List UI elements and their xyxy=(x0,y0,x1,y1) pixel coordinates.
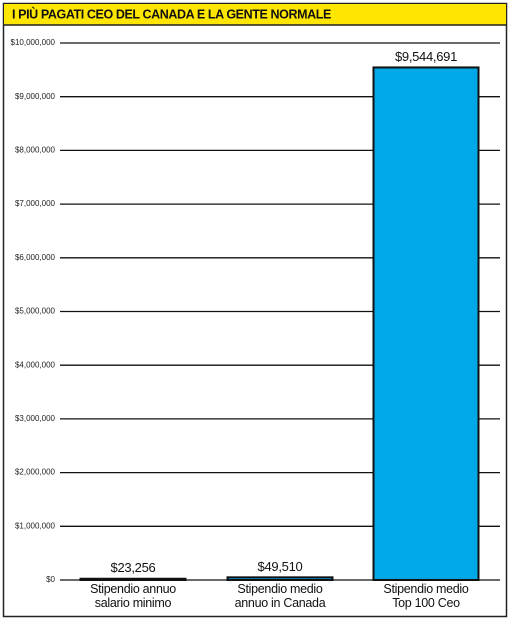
value-label: $49,510 xyxy=(258,559,303,574)
bar xyxy=(79,577,187,582)
y-tick-label: $0 xyxy=(46,575,55,584)
plot: $0 $1,000,000 $2,000,000 $3,000,000 $4,000,0… xyxy=(11,38,500,584)
y-tick-label: $10,000,000 xyxy=(11,38,56,47)
chart-title: I PIÙ PAGATI CEO DEL CANADA E LA GENTE N… xyxy=(12,6,331,21)
y-tick-label: $1,000,000 xyxy=(15,521,56,530)
x-tick-label: Stipendio annuo salario minimo xyxy=(90,582,176,610)
y-tick-label: $5,000,000 xyxy=(15,307,56,316)
y-tick-label: $6,000,000 xyxy=(15,253,56,262)
x-tick-label: Stipendio medio Top 100 Ceo xyxy=(383,582,469,610)
bar xyxy=(226,576,334,581)
y-tick-label: $2,000,000 xyxy=(15,468,56,477)
y-tick-label: $4,000,000 xyxy=(15,360,56,369)
title-bar xyxy=(4,4,506,25)
value-label: $9,544,691 xyxy=(395,49,457,64)
x-tick-label: Stipendio medio annuo in Canada xyxy=(234,582,326,610)
bar xyxy=(372,66,480,582)
y-tick-label: $9,000,000 xyxy=(15,92,56,101)
y-tick-label: $7,000,000 xyxy=(15,199,56,208)
y-tick-label: $8,000,000 xyxy=(15,146,56,155)
value-label: $23,256 xyxy=(111,560,156,575)
y-tick-label: $3,000,000 xyxy=(15,414,56,423)
